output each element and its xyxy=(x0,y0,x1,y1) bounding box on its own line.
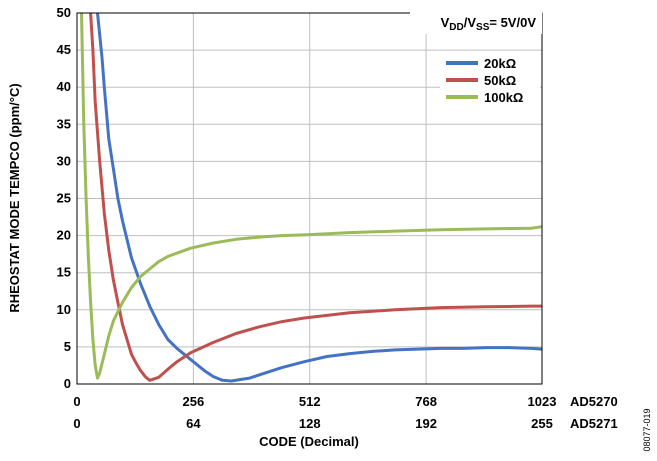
grid xyxy=(77,13,542,384)
x-tick-label-primary: 512 xyxy=(299,394,321,409)
tick-labels: 0510152025303540455000256645121287681921… xyxy=(57,5,557,431)
legend-label-100k: 100kΩ xyxy=(484,90,523,105)
y-tick-label: 5 xyxy=(64,339,71,354)
series-line-50k xyxy=(89,12,542,382)
y-tick-label: 35 xyxy=(57,116,71,131)
series-lines xyxy=(80,12,543,383)
x-tick-label-primary: 0 xyxy=(73,394,80,409)
part-label-ad5270: AD5270 xyxy=(570,394,618,409)
series-line-20k xyxy=(96,12,543,383)
y-tick-label: 50 xyxy=(57,5,71,20)
x-tick-label-primary: 1023 xyxy=(528,394,557,409)
legend-label-50k: 50kΩ xyxy=(484,73,516,88)
x-tick-label-secondary: 64 xyxy=(186,416,201,431)
x-tick-label-primary: 256 xyxy=(183,394,205,409)
legend: 20kΩ 50kΩ 100kΩ xyxy=(440,52,540,114)
y-tick-label: 0 xyxy=(64,376,71,391)
x-tick-label-secondary: 0 xyxy=(73,416,80,431)
x-tick-label-secondary: 255 xyxy=(531,416,553,431)
x-tick-label-secondary: 192 xyxy=(415,416,437,431)
plot-frame xyxy=(76,12,543,385)
legend-label-20k: 20kΩ xyxy=(484,56,516,71)
figure-id: 08077-019 xyxy=(642,408,652,451)
y-tick-label: 10 xyxy=(57,302,71,317)
x-tick-label-secondary: 128 xyxy=(299,416,321,431)
annotation-background xyxy=(410,12,542,34)
series-line-100k xyxy=(80,12,543,380)
y-tick-label: 45 xyxy=(57,42,71,57)
supply-annotation: VDD/VSS= 5V/0V xyxy=(441,15,537,33)
y-tick-label: 15 xyxy=(57,265,71,280)
part-label-ad5271: AD5271 xyxy=(570,416,618,431)
y-tick-label: 30 xyxy=(57,153,71,168)
x-axis-title: CODE (Decimal) xyxy=(259,434,359,449)
x-tick-label-primary: 768 xyxy=(415,394,437,409)
y-tick-label: 20 xyxy=(57,228,71,243)
y-tick-label: 25 xyxy=(57,191,71,206)
y-tick-label: 40 xyxy=(57,79,71,94)
y-axis-title: RHEOSTAT MODE TEMPCO (ppm/°C) xyxy=(7,83,22,312)
